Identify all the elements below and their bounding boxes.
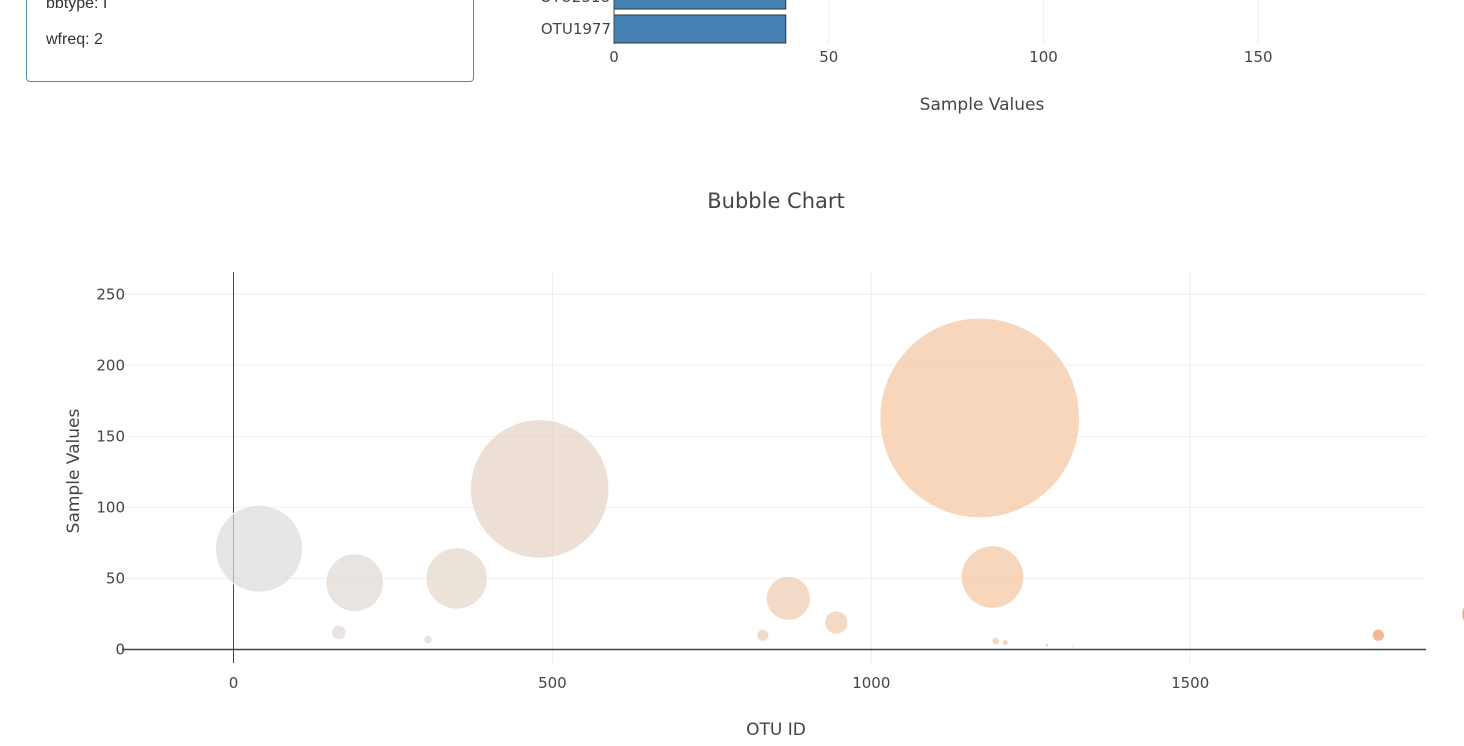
bubble-point bbox=[214, 504, 304, 593]
bubble-point bbox=[960, 545, 1025, 609]
bubble-point bbox=[756, 628, 770, 642]
metadata-row-wfreq: wfreq: 2 bbox=[46, 31, 103, 48]
metadata-panel: bbtype: I wfreq: 2 bbox=[26, 0, 474, 82]
bubble-chart: Bubble Chart 050010001500200025003000350… bbox=[64, 189, 1464, 740]
bubble-x-tick-label: 1500 bbox=[1171, 674, 1209, 692]
bubble-point bbox=[1044, 642, 1050, 648]
bubble-y-tick-label: 250 bbox=[96, 285, 125, 303]
bubble-point bbox=[325, 553, 384, 613]
bar-x-tick-label: 150 bbox=[1244, 48, 1273, 66]
bubble-point bbox=[879, 317, 1081, 519]
bar-chart: OTU2318 OTU1977 0 50 100 150 Sample Values bbox=[540, 0, 1273, 115]
bubble-y-tick-label: 150 bbox=[96, 427, 125, 445]
bubble-point bbox=[1001, 638, 1009, 646]
bubble-point bbox=[469, 419, 610, 559]
bubble-point bbox=[330, 624, 347, 641]
bubble-y-axis-label: Sample Values bbox=[64, 409, 84, 534]
bar-x-tick-label: 0 bbox=[609, 48, 619, 66]
bubble-chart-title: Bubble Chart bbox=[707, 189, 845, 213]
bubble-x-tick-label: 500 bbox=[538, 674, 567, 692]
bubble-point bbox=[423, 634, 433, 645]
bar-category-label: OTU1977 bbox=[541, 20, 611, 38]
bubble-y-tick-label: 200 bbox=[96, 356, 125, 374]
bubble-y-tick-label: 50 bbox=[106, 569, 125, 587]
bubble-y-tick-label: 100 bbox=[96, 498, 125, 516]
bar-category-label-partial: OTU2318 bbox=[540, 0, 610, 6]
bar-x-tick-label: 100 bbox=[1029, 48, 1058, 66]
bar-x-tick-label: 50 bbox=[819, 48, 838, 66]
bubble-point bbox=[1371, 628, 1385, 642]
bubble-point bbox=[1070, 644, 1074, 649]
bubble-x-axis-label: OTU ID bbox=[746, 720, 806, 740]
bubble-y-tick-label: 0 bbox=[115, 641, 125, 659]
bubble-point bbox=[765, 575, 811, 621]
metadata-row-bbtype: bbtype: I bbox=[46, 0, 108, 12]
bubble-x-tick-label: 1000 bbox=[852, 674, 890, 692]
bar bbox=[613, 14, 787, 44]
bubble-point bbox=[824, 610, 849, 635]
bubble-point bbox=[991, 636, 1000, 646]
bubble-point bbox=[1461, 605, 1464, 623]
bubble-point bbox=[425, 547, 488, 610]
bar-x-axis-label: Sample Values bbox=[920, 95, 1045, 115]
bubble-x-tick-label: 0 bbox=[229, 674, 239, 692]
bar-partial bbox=[613, 0, 787, 10]
